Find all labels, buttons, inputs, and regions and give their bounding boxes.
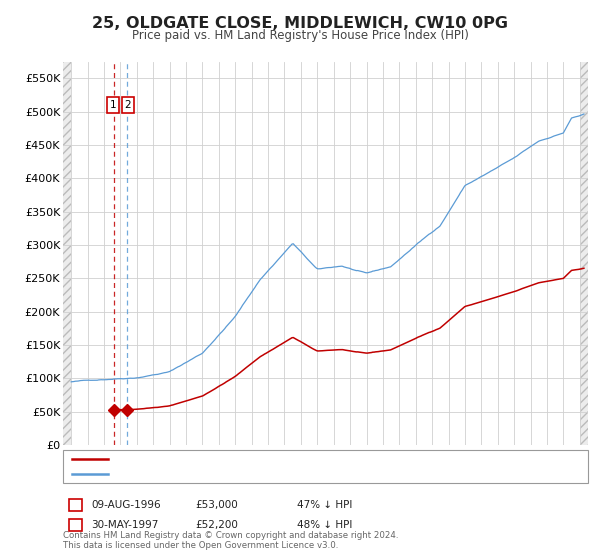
Text: 09-AUG-1996: 09-AUG-1996 <box>91 500 161 510</box>
Text: HPI: Average price, detached house, Cheshire East: HPI: Average price, detached house, Ches… <box>115 469 368 479</box>
Text: 48% ↓ HPI: 48% ↓ HPI <box>297 520 352 530</box>
Text: 1: 1 <box>72 500 79 510</box>
Text: 47% ↓ HPI: 47% ↓ HPI <box>297 500 352 510</box>
Text: 1: 1 <box>110 100 116 110</box>
Bar <box>63 62 71 445</box>
Text: 25, OLDGATE CLOSE, MIDDLEWICH, CW10 0PG (detached house): 25, OLDGATE CLOSE, MIDDLEWICH, CW10 0PG … <box>115 454 439 464</box>
Bar <box>580 62 588 445</box>
Text: 25, OLDGATE CLOSE, MIDDLEWICH, CW10 0PG: 25, OLDGATE CLOSE, MIDDLEWICH, CW10 0PG <box>92 16 508 31</box>
Text: £53,000: £53,000 <box>195 500 238 510</box>
Text: Price paid vs. HM Land Registry's House Price Index (HPI): Price paid vs. HM Land Registry's House … <box>131 29 469 42</box>
Text: 2: 2 <box>125 100 131 110</box>
Text: 2: 2 <box>72 520 79 530</box>
Text: Contains HM Land Registry data © Crown copyright and database right 2024.
This d: Contains HM Land Registry data © Crown c… <box>63 530 398 550</box>
Text: £52,200: £52,200 <box>195 520 238 530</box>
Text: 30-MAY-1997: 30-MAY-1997 <box>91 520 158 530</box>
